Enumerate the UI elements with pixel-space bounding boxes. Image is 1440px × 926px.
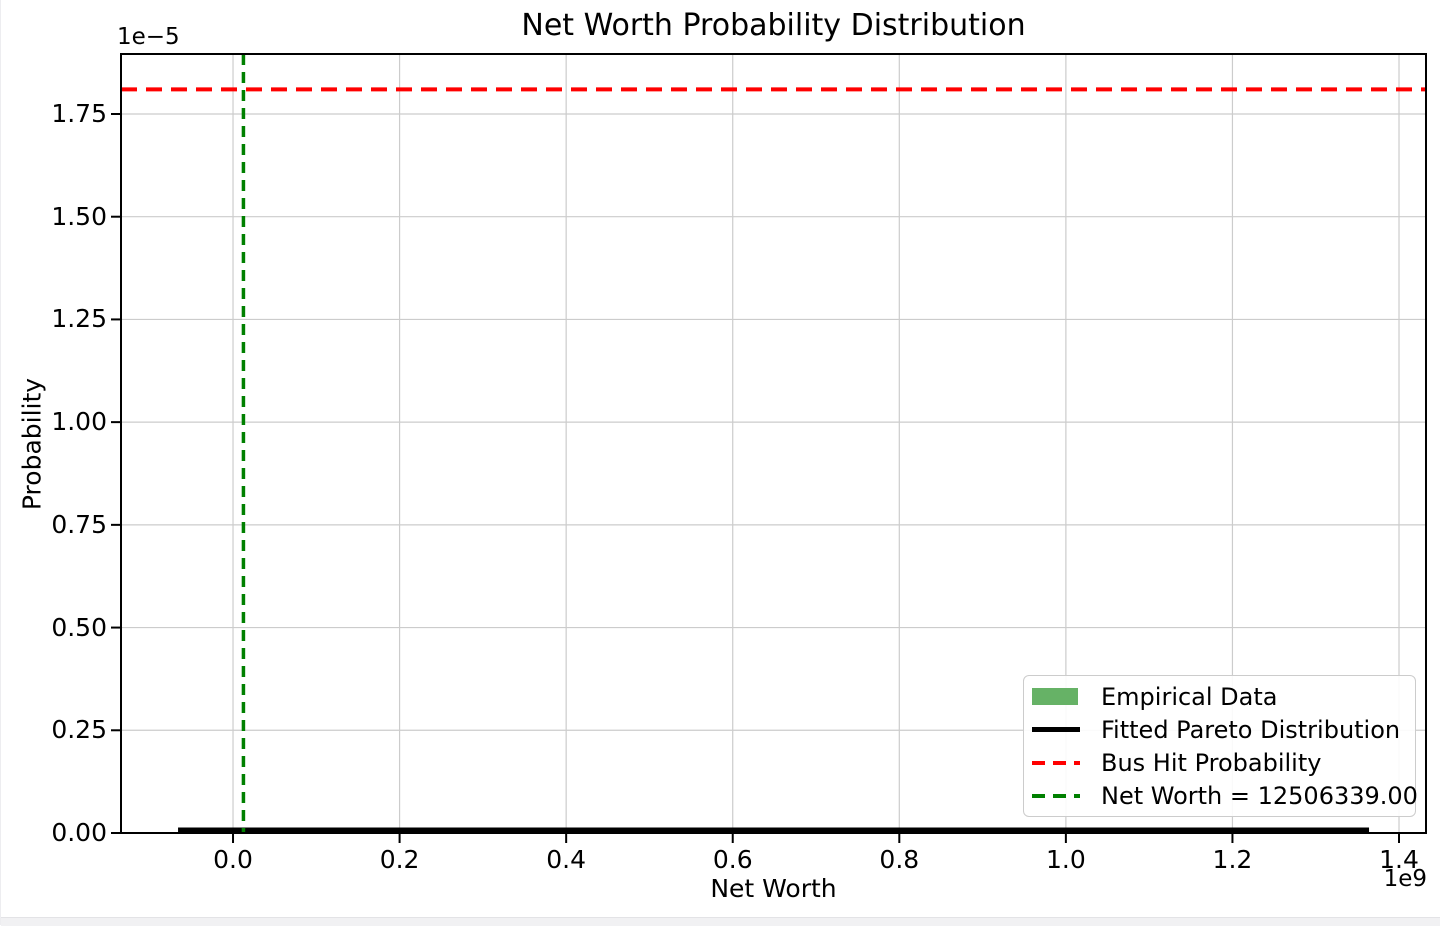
- legend-swatch: [1032, 760, 1080, 765]
- x-axis-label: Net Worth: [710, 874, 837, 903]
- legend-label: Empirical Data: [1101, 682, 1278, 711]
- x-tick-label: 1.0: [1045, 845, 1086, 874]
- x-axis-offset-label: 1e9: [1383, 866, 1427, 892]
- legend-key-empirical-patch: [1032, 688, 1080, 705]
- y-tick-label: 0.00: [51, 818, 107, 847]
- x-tick-label: 0.0: [213, 845, 253, 874]
- y-tick-label: 0.75: [51, 509, 107, 539]
- legend-item-fitted-pareto: Fitted Pareto Distribution: [1032, 713, 1415, 746]
- x-tick-label: 1.2: [1212, 845, 1253, 874]
- legend-item-bus-hit-probability: Bus Hit Probability: [1032, 746, 1415, 779]
- legend: Empirical Data Fitted Pareto Distributio…: [1023, 675, 1418, 817]
- legend-swatch: [1032, 688, 1078, 705]
- page-bottom-strip: [1, 917, 1440, 926]
- legend-label: Bus Hit Probability: [1101, 748, 1322, 777]
- legend-key-green-dashed-line: [1032, 793, 1080, 798]
- legend-swatch: [1032, 727, 1080, 732]
- legend-item-net-worth: Net Worth = 12506339.00: [1032, 779, 1418, 812]
- y-tick-label: 1.75: [51, 98, 107, 128]
- y-tick-label: 0.25: [51, 715, 107, 745]
- y-tick-label: 1.00: [51, 407, 107, 437]
- y-tick-label: 1.50: [51, 201, 107, 231]
- y-axis-label: Probability: [17, 377, 47, 511]
- legend-label: Fitted Pareto Distribution: [1101, 715, 1401, 744]
- chart-title: Net Worth Probability Distribution: [521, 8, 1026, 43]
- legend-key-red-dashed-line: [1032, 760, 1080, 765]
- x-tick-label: 0.8: [879, 845, 920, 874]
- legend-key-solid-line: [1032, 727, 1080, 732]
- legend-swatch: [1032, 793, 1080, 798]
- x-tick-label: 0.2: [379, 845, 420, 874]
- axis-frame: [120, 53, 1427, 834]
- legend-label: Net Worth = 12506339.00: [1101, 781, 1418, 810]
- y-tick-label: 0.50: [51, 612, 107, 642]
- x-tick-label: 0.4: [546, 845, 587, 874]
- y-axis-offset-label: 1e−5: [117, 24, 180, 50]
- x-tick-label: 1.4: [1379, 845, 1419, 874]
- x-tick-label: 0.6: [712, 845, 753, 874]
- legend-item-empirical-data: Empirical Data: [1032, 680, 1415, 713]
- y-tick-label: 1.25: [51, 304, 107, 334]
